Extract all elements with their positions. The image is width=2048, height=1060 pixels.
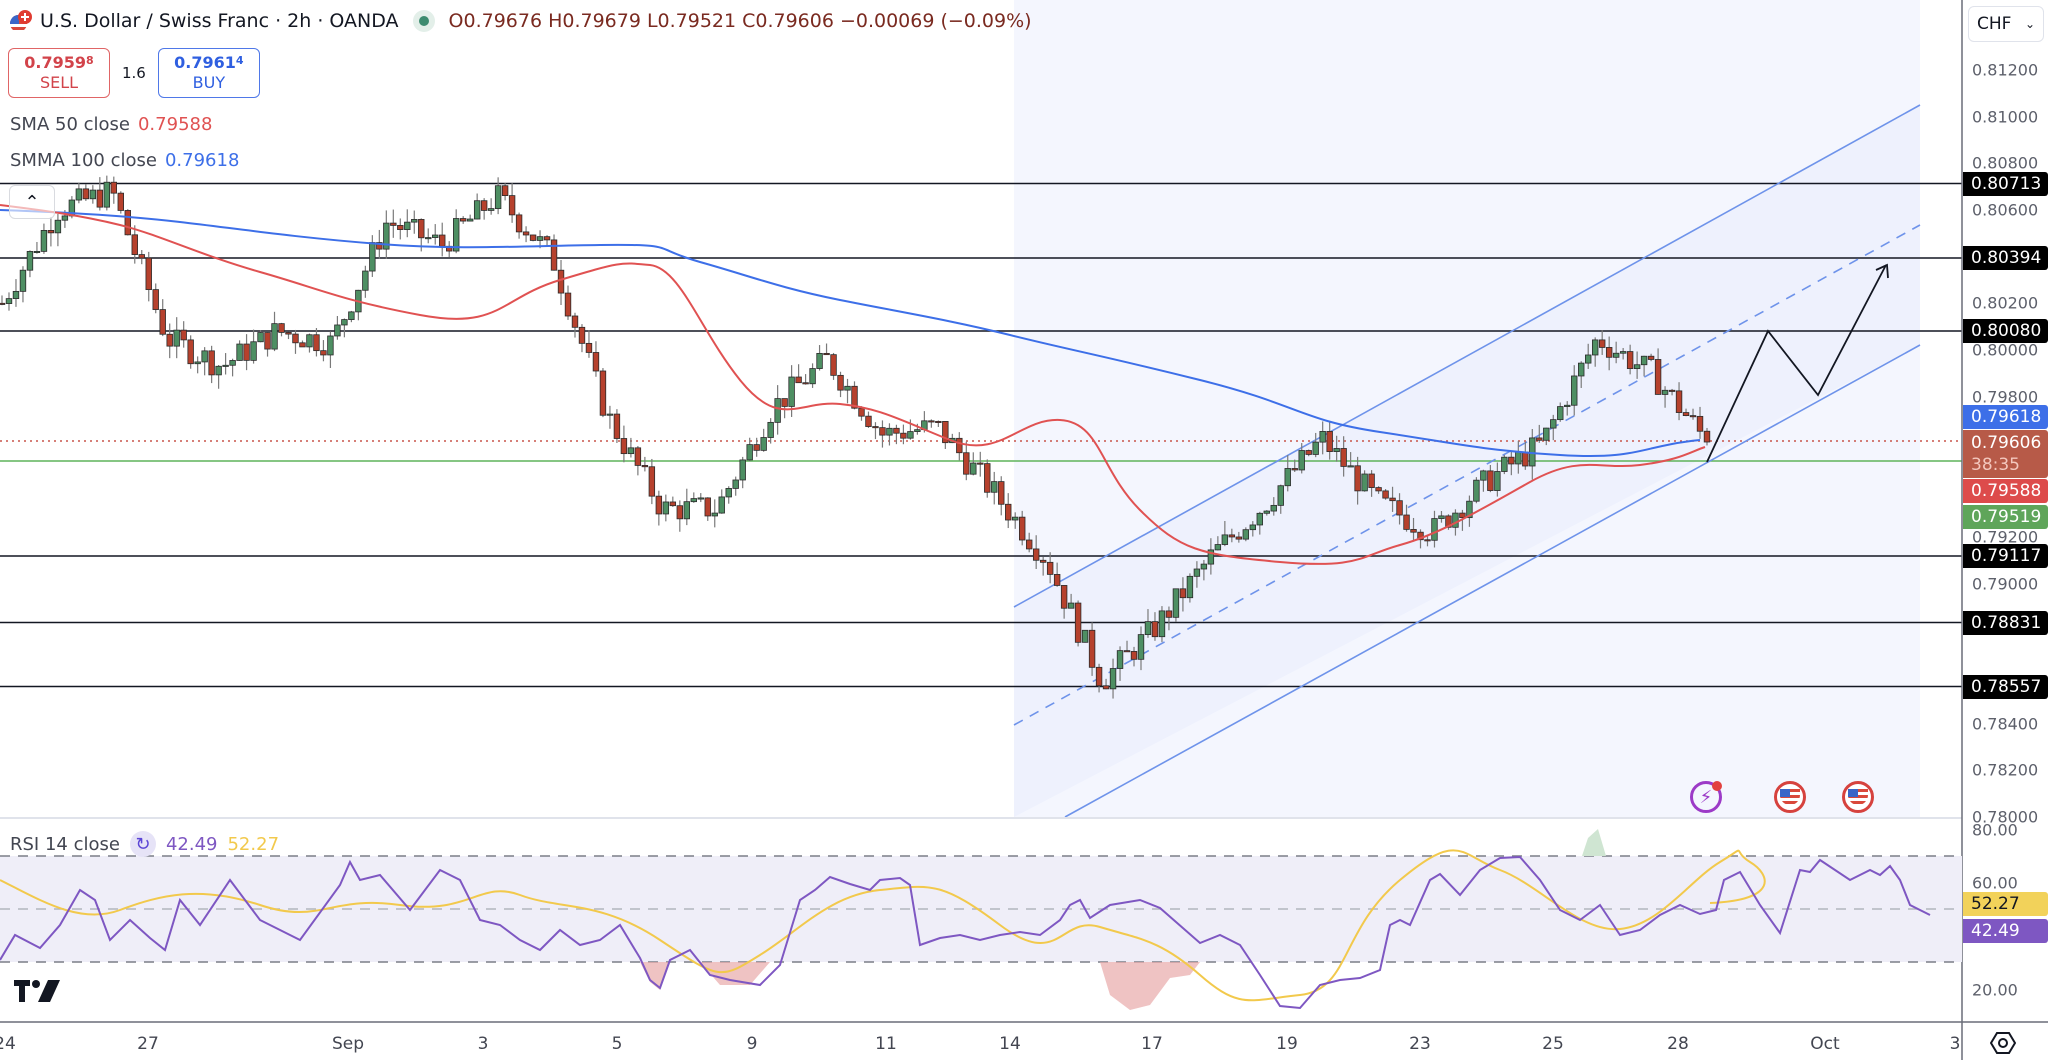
time-tick: 5	[611, 1034, 623, 1054]
sell-pip: 8	[86, 54, 94, 67]
currency-value: CHF	[1977, 14, 2012, 34]
price-tick: 0.81000	[1972, 107, 2039, 126]
smma-100-line	[0, 209, 1701, 458]
price-tick: 0.78400	[1972, 714, 2039, 734]
flash-news-icon[interactable]: ⚡	[1690, 781, 1722, 813]
sell-button[interactable]: 0.79598 SELL	[8, 48, 110, 98]
time-tick: 14	[999, 1034, 1021, 1054]
time-tick: 11	[875, 1034, 897, 1054]
last-price-label: 0.79606 38:35	[1963, 430, 2048, 478]
price-tick: 0.79800	[1972, 387, 2039, 407]
symbol-title[interactable]: U.S. Dollar / Swiss Franc · 2h · OANDA	[40, 10, 399, 32]
channel-shade-column	[1014, 0, 1920, 817]
time-tick: Oct	[1810, 1034, 1840, 1054]
tradingview-logo-icon[interactable]	[14, 978, 62, 1002]
buy-pip: 4	[235, 54, 244, 67]
rsi-oversold-fill	[640, 962, 1200, 1010]
ohlc-low: L0.79521	[646, 10, 737, 32]
rsi-value: 42.49	[165, 833, 218, 855]
horizontal-levels[interactable]	[0, 182, 1962, 688]
rsi-overbought-fill	[1582, 829, 1606, 856]
time-tick: 3	[477, 1034, 489, 1054]
price-tick: 0.80800	[1972, 153, 2039, 173]
time-tick: 25	[1542, 1034, 1564, 1054]
price-tick: 0.80200	[1972, 293, 2039, 313]
candlestick-series	[0, 175, 1711, 699]
symbol-legend[interactable]: U.S. Dollar / Swiss Franc · 2h · OANDA O…	[10, 10, 1038, 32]
rsi-tick: 60.00	[1972, 873, 2018, 893]
sma-50-line	[0, 204, 1706, 565]
price-tick: 0.79200	[1972, 527, 2039, 547]
rsi-line	[0, 855, 1931, 1010]
smma-value: 0.79618	[164, 150, 240, 171]
time-tick: 27	[137, 1034, 159, 1054]
price-tick: 0.81200	[1972, 60, 2039, 80]
time-tick: Sep	[331, 1034, 365, 1054]
sma-legend[interactable]: SMA 50 close 0.79588	[10, 114, 212, 135]
level-price-label: 0.78831	[1963, 610, 2048, 635]
time-tick: 28	[1667, 1034, 1689, 1054]
rsi-ma-axis-label: 52.27	[1963, 892, 2048, 916]
sell-label: SELL	[39, 73, 79, 92]
rsi-tick: 20.00	[1972, 980, 2018, 1000]
level-price-label: 0.80080	[1963, 319, 2048, 344]
level-price-label: 0.80713	[1963, 171, 2048, 196]
market-open-status-icon[interactable]	[412, 10, 435, 32]
currency-select[interactable]: CHF ⌄	[1968, 6, 2044, 42]
ohlc-change: −0.00069 (−0.09%)	[839, 10, 1032, 32]
ohlc-high: H0.79679	[548, 10, 641, 32]
regression-channel[interactable]	[1013, 104, 1921, 818]
level-price-label: 0.79117	[1963, 544, 2048, 569]
trade-buttons: 0.79598 SELL 1.6 0.79614 BUY	[8, 48, 260, 98]
time-tick: 9	[746, 1034, 758, 1054]
time-tick: 19	[1276, 1034, 1298, 1054]
sma-price-label: 0.79588	[1963, 479, 2048, 503]
buy-label: BUY	[192, 73, 226, 92]
rsi-legend[interactable]: RSI 14 close ↻ 42.49 52.27	[10, 831, 279, 857]
time-tick: 23	[1409, 1034, 1431, 1054]
ohlc-values: O0.79676 H0.79679 L0.79521 C0.79606 −0.00069…	[449, 10, 1038, 32]
time-tick: 3	[1949, 1034, 1961, 1054]
usd-event-flag-icon[interactable]	[1774, 781, 1806, 813]
buy-button[interactable]: 0.79614 BUY	[157, 48, 260, 98]
smma-legend[interactable]: SMMA 100 close 0.79618	[10, 150, 239, 171]
price-tick: 0.80000	[1972, 340, 2039, 360]
rsi-axis-label: 42.49	[1963, 919, 2048, 943]
price-tick: 0.78000	[1972, 807, 2039, 827]
rsi-tick: 80.00	[1972, 820, 2018, 840]
ohlc-close: C0.79606	[742, 10, 834, 32]
buy-price: 0.7961	[174, 53, 236, 72]
price-tick: 0.80600	[1972, 200, 2039, 220]
price-tick: 0.79000	[1972, 574, 2039, 593]
projection-arrowhead-icon	[1875, 263, 1889, 279]
time-tick: 24	[0, 1034, 16, 1054]
rsi-label: RSI 14 close	[10, 833, 120, 855]
sma-label: SMA 50 close	[10, 114, 130, 135]
spread-value: 1.6	[122, 64, 146, 82]
usd-chf-flag-icon	[10, 10, 32, 32]
chevron-up-icon: ⌃	[24, 191, 40, 213]
low-price-label: 0.79519	[1963, 505, 2048, 529]
settings-gear-icon[interactable]	[1990, 1030, 2016, 1056]
smma-price-label: 0.79618	[1963, 405, 2048, 429]
price-tick: 0.78200	[1972, 760, 2039, 780]
rsi-ma-value: 52.27	[227, 833, 280, 855]
level-price-label: 0.80394	[1963, 246, 2048, 270]
sync-icon[interactable]: ↻	[129, 831, 156, 857]
projection-path[interactable]	[1706, 264, 1887, 463]
usd-event-flag-icon[interactable]	[1842, 781, 1874, 813]
level-price-label: 0.78557	[1963, 674, 2048, 699]
smma-label: SMMA 100 close	[10, 150, 157, 171]
time-tick: 17	[1141, 1034, 1163, 1054]
sell-price: 0.7959	[24, 53, 87, 72]
collapse-legend-button[interactable]: ⌃	[9, 185, 55, 219]
ohlc-open: O0.79676	[448, 10, 543, 32]
chevron-down-icon: ⌄	[2024, 17, 2035, 31]
sma-value: 0.79588	[137, 114, 213, 135]
